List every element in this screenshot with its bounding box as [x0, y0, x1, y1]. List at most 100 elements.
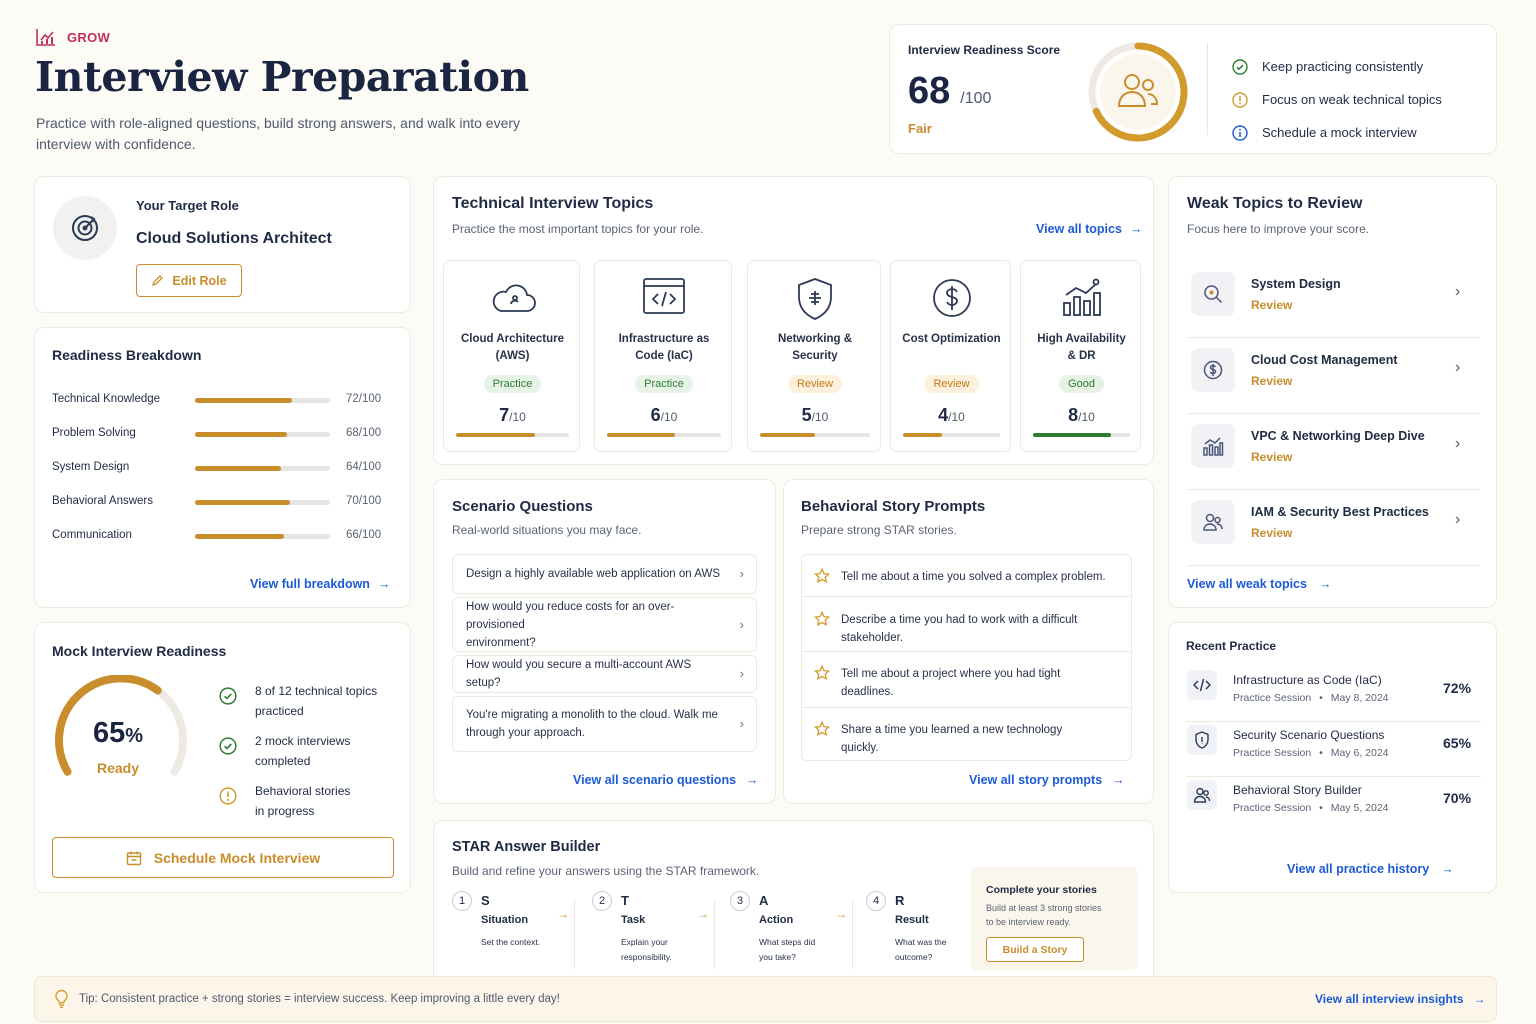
score-label: Interview Readiness Score	[908, 43, 1061, 57]
topic-card[interactable]: Cloud Architecture (AWS) Practice 7/10	[443, 260, 580, 452]
story-prompt-text: stakeholder.	[841, 632, 904, 644]
arrow-right-icon: →	[1318, 577, 1332, 591]
tip-item: Focus on weak technical topics	[1232, 83, 1442, 116]
scenario-question-item[interactable]: How would you reduce costs for an over-p…	[452, 597, 757, 652]
scenario-text: How would you secure a multi-account AWS…	[466, 659, 692, 689]
story-prompt-text: Tell me about a project where you had ti…	[841, 668, 1061, 680]
check-circle-icon	[1232, 58, 1248, 75]
link-label: View all scenario questions	[573, 773, 737, 787]
view-all-topics-link[interactable]: View all topics →	[1036, 222, 1142, 236]
topic-score-max: /10	[811, 410, 829, 424]
topic-status-badge: Review	[924, 375, 979, 393]
story-prompt-item[interactable]: Tell me about a project where you had ti…	[802, 652, 1131, 708]
view-all-practice-link[interactable]: View all practice history →	[1287, 862, 1454, 876]
link-label: View full breakdown	[250, 577, 370, 591]
weak-topic-icon	[1191, 424, 1235, 468]
mock-item: Behavioral stories in progress	[219, 781, 377, 831]
recent-date: May 8, 2024	[1330, 692, 1389, 704]
breakdown-label: Technical Knowledge	[52, 393, 161, 405]
star-step[interactable]: 1 S Situation Set the context. →	[452, 891, 576, 971]
mock-item-text: 8 of 12 technical topics	[255, 684, 378, 698]
recent-practice-item[interactable]: Infrastructure as Code (IaC) Practice Se…	[1186, 669, 1481, 722]
story-prompt-item[interactable]: Describe a time you had to work with a d…	[802, 598, 1131, 652]
story-prompt-item[interactable]: Tell me about a time you solved a comple…	[802, 555, 1131, 597]
chevron-right-icon: ›	[1455, 435, 1461, 452]
readiness-breakdown-card: Readiness Breakdown Technical Knowledge …	[34, 327, 411, 608]
step-number-text: 2	[598, 895, 606, 907]
weak-topic-status: Review	[1251, 374, 1293, 388]
topic-card[interactable]: Cost Optimization Review 4/10	[890, 260, 1011, 452]
build-story-button[interactable]: Build a Story	[986, 937, 1084, 962]
recent-practice-item[interactable]: Behavioral Story Builder Practice Sessio…	[1186, 779, 1481, 832]
step-desc: Explain your	[621, 937, 668, 947]
scenario-question-item[interactable]: Design a highly available web applicatio…	[452, 554, 757, 594]
recent-name: Behavioral Story Builder	[1233, 783, 1362, 797]
weak-topic-item[interactable]: Cloud Cost Management Review ›	[1187, 342, 1480, 414]
step-desc: What was the	[895, 937, 947, 947]
view-all-insights-link[interactable]: View all interview insights →	[1315, 992, 1486, 1006]
breakdown-score: 70/100	[346, 495, 382, 507]
step-number: 1	[452, 891, 472, 911]
recent-date: May 6, 2024	[1330, 747, 1389, 759]
schedule-mock-button[interactable]: Schedule Mock Interview	[52, 837, 394, 878]
chevron-right-icon: ›	[1455, 359, 1461, 376]
topic-score: 8	[1068, 405, 1079, 425]
view-all-weak-topics-link[interactable]: View all weak topics →	[1187, 577, 1331, 591]
topic-name: (AWS)	[495, 350, 530, 362]
topic-status-badge: Review	[787, 375, 843, 393]
topic-score: 5	[801, 405, 812, 425]
weak-topic-name: IAM & Security Best Practices	[1251, 505, 1429, 519]
star-step[interactable]: 4 R Result What was the outcome?	[866, 891, 947, 971]
mock-item: 8 of 12 technical topics practiced	[219, 681, 377, 731]
schedule-mock-label: Schedule Mock Interview	[153, 849, 321, 866]
weak-topic-item[interactable]: VPC & Networking Deep Dive Review ›	[1187, 418, 1480, 490]
view-full-breakdown-link[interactable]: View full breakdown →	[250, 577, 390, 591]
view-all-scenario-link[interactable]: View all scenario questions →	[573, 773, 759, 787]
topic-progress-bar	[456, 433, 569, 437]
star-step[interactable]: 3 A Action What steps did you take? →	[730, 891, 854, 971]
chevron-right-icon: ›	[1455, 511, 1461, 528]
step-letter: A	[759, 893, 769, 908]
story-prompt-item[interactable]: Share a time you learned a new technolog…	[802, 708, 1131, 760]
topic-card[interactable]: High Availability & DR Good 8/10	[1020, 260, 1141, 452]
topic-status-badge: Practice	[635, 375, 693, 393]
arrow-right-icon: →	[1129, 222, 1143, 236]
star-step[interactable]: 2 T Task Explain your responsibility. →	[592, 891, 716, 971]
lightbulb-icon	[55, 989, 68, 1008]
topics-subtitle: Practice the most important topics for y…	[452, 222, 704, 236]
code-icon	[595, 277, 733, 315]
recent-practice-item[interactable]: Security Scenario Questions Practice Ses…	[1186, 724, 1481, 777]
weak-topic-item[interactable]: IAM & Security Best Practices Review ›	[1187, 494, 1480, 566]
recent-practice-card: Recent Practice Infrastructure as Code (…	[1168, 622, 1497, 893]
weak-title: Weak Topics to Review	[1187, 195, 1363, 212]
scenario-subtitle: Real-world situations you may face.	[452, 523, 642, 537]
step-name: Task	[621, 914, 646, 926]
weak-topic-item[interactable]: System Design Review ›	[1187, 266, 1480, 338]
tip-text: Schedule a mock interview	[1262, 125, 1417, 140]
mock-percent-sign: %	[125, 725, 144, 747]
separator-dot: •	[1319, 692, 1323, 704]
behavioral-prompts-card: Behavioral Story Prompts Prepare strong …	[783, 479, 1154, 804]
weak-topic-name: VPC & Networking Deep Dive	[1251, 429, 1425, 443]
view-all-story-link[interactable]: View all story prompts →	[969, 773, 1125, 787]
topic-card[interactable]: Networking & Security Review 5/10	[747, 260, 881, 452]
mock-interview-card: Mock Interview Readiness 65% Ready 8 of …	[34, 622, 411, 893]
breakdown-label: Communication	[52, 529, 132, 541]
scenario-text: through your approach.	[466, 727, 585, 739]
story-prompt-text: deadlines.	[841, 686, 894, 698]
page-title: Interview Preparation	[35, 53, 529, 101]
step-desc: outcome?	[895, 952, 933, 962]
scenario-question-item[interactable]: You're migrating a monolith to the cloud…	[452, 696, 757, 752]
step-desc: What steps did	[759, 937, 816, 947]
breakdown-label: Behavioral Answers	[52, 495, 153, 507]
edit-role-button[interactable]: Edit Role	[136, 264, 242, 297]
topic-score-max: /10	[1078, 410, 1095, 424]
people-icon	[1187, 780, 1217, 810]
step-number: 4	[866, 891, 886, 911]
search-icon	[1204, 285, 1223, 304]
topic-card[interactable]: Infrastructure as Code (IaC) Practice 6/…	[594, 260, 732, 452]
tip-text: Keep practicing consistently	[1262, 59, 1424, 74]
topic-name: Code (IaC)	[635, 350, 693, 362]
role-value: Cloud Solutions Architect	[136, 230, 332, 247]
scenario-question-item[interactable]: How would you secure a multi-account AWS…	[452, 655, 757, 693]
